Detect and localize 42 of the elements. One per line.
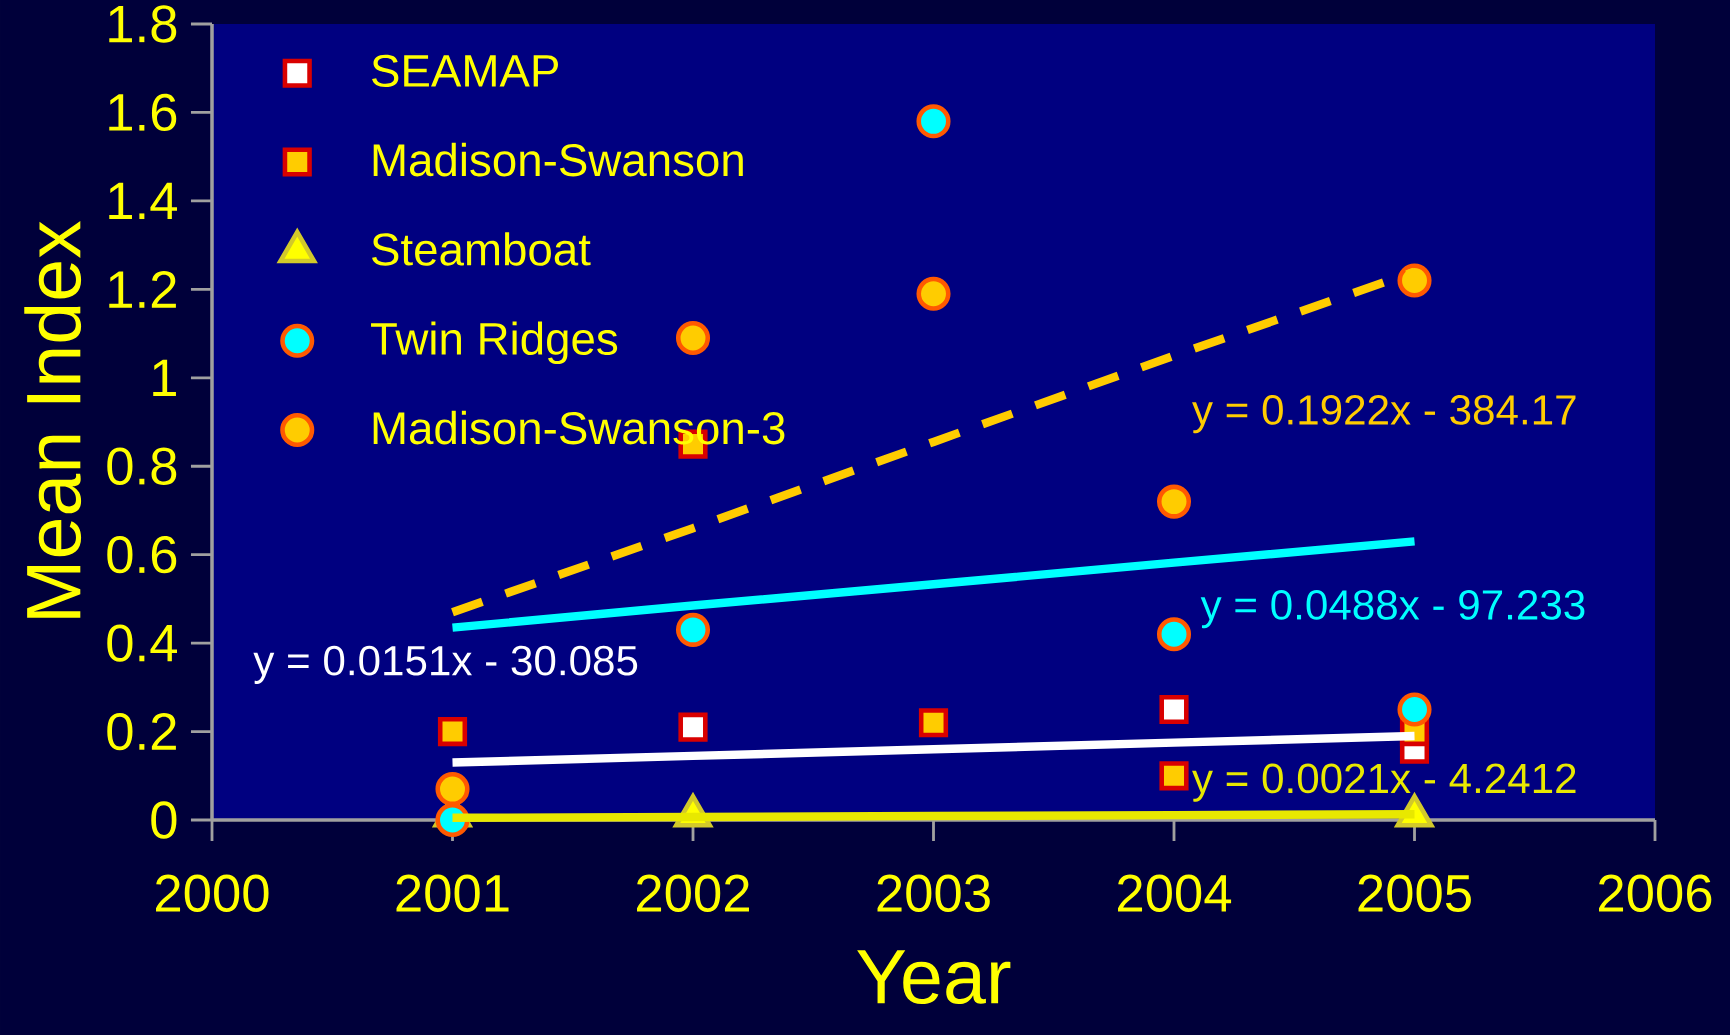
point	[1159, 694, 1189, 725]
point	[1397, 263, 1432, 298]
x-tick-label: 2006	[1599, 874, 1712, 912]
x-tick-label: 2001	[396, 874, 509, 912]
point	[1159, 761, 1189, 791]
point	[1156, 617, 1192, 652]
legend-label: Steamboat	[372, 232, 591, 266]
y-tick-label: 1.4	[109, 182, 177, 220]
annotation: y = 0.0021x - 4.2412	[1192, 763, 1576, 802]
point	[675, 612, 711, 647]
y-axis-title: Mean Index	[24, 220, 82, 618]
x-tick-label: 2005	[1358, 874, 1471, 912]
legend-label: SEAMAP	[372, 54, 558, 88]
point	[675, 320, 711, 356]
y-tick-label: 1.8	[109, 5, 177, 43]
point	[435, 772, 470, 807]
point	[918, 708, 949, 738]
y-tick-label: 1	[153, 359, 176, 396]
point	[916, 276, 951, 311]
y-tick-label: 0	[151, 801, 177, 839]
annotation: y = 0.0151x - 30.085	[253, 645, 638, 684]
x-tick-label: 2003	[877, 874, 990, 912]
y-tick-label: 1.6	[109, 93, 177, 132]
x-tick-label: 2002	[637, 874, 749, 912]
legend-label: Madison-Swanson	[373, 142, 743, 177]
y-tick-label: 0.4	[107, 624, 177, 662]
legend-label: Madison-Swanson-3	[373, 410, 785, 445]
y-tick-label: 0.8	[107, 447, 177, 485]
point	[916, 104, 951, 139]
legend-label: Twin Ridges	[371, 321, 618, 365]
annotation: y = 0.1922x - 384.17	[1192, 394, 1576, 434]
y-tick-label: 0.2	[107, 712, 176, 751]
x-axis-title: Year	[857, 950, 1011, 1005]
point	[437, 716, 468, 747]
point	[678, 712, 708, 742]
annotation: y = 0.0488x - 97.233	[1200, 589, 1585, 629]
x-tick-label: 2000	[156, 874, 269, 912]
x-tick-label: 2004	[1118, 874, 1232, 912]
y-tick-label: 1.2	[109, 270, 176, 308]
y-tick-label: 0.6	[107, 536, 177, 574]
point	[1397, 692, 1432, 727]
point	[1156, 484, 1192, 519]
